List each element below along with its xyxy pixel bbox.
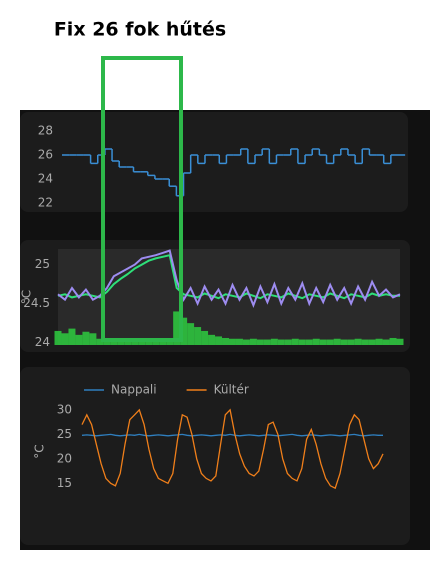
panel [20,367,410,545]
area-bar [340,339,348,345]
area-bar [305,339,313,345]
line [81,433,383,437]
area-bar [68,328,76,345]
legend-label: Nappali [111,383,157,397]
area-bar [96,338,104,345]
annotation: Fix 26 fok hűtés [54,19,226,41]
area-bar [361,339,369,345]
plots: 22 24 26 28 24 24.5 25 °C 15 20 25 30 °C Nappali Külté… [20,124,406,490]
y-tick-label: 25 [35,257,50,271]
area-bar [249,338,257,345]
area-bar [208,334,216,345]
area-bar [145,340,153,345]
legend-label: Kültér [214,383,249,397]
area-bar [138,340,146,345]
area-bar [270,338,278,345]
area-bar [61,333,69,345]
area-bar [242,339,250,345]
area-bar [382,339,390,345]
y-tick-label: 25 [57,427,72,441]
panel [20,112,408,212]
y-tick-label: 26 [38,148,53,162]
y-tick-label: 24 [38,172,53,186]
y-tick-label: 20 [57,451,72,465]
y-tick-label: 24 [35,335,50,349]
area-bar [347,339,355,345]
y-tick-label: 24.5 [23,296,50,310]
area-bar [152,340,160,345]
area-bar [368,339,376,345]
area-bar [298,339,306,345]
area-bar [89,333,97,345]
area-bar [54,330,62,345]
area-bar [173,311,181,345]
area-bar [110,340,118,345]
area-bar [277,339,285,345]
area-bar [103,339,111,345]
highlight-box [101,56,183,342]
area-bar [375,338,383,345]
area-bar [124,340,132,345]
area-bar [222,337,229,345]
area-bar [215,336,223,345]
area-bar [256,339,264,345]
area-bar [235,338,243,345]
area-bar [291,338,299,345]
y-axis-label: °C [20,290,34,304]
y-tick-label: 15 [57,476,72,490]
area-bar [201,330,209,345]
y-tick-label: 30 [57,402,72,416]
line [81,408,384,490]
area-bar [389,337,397,345]
area-bar [326,339,334,345]
area-bar [263,339,271,345]
area-bar [284,339,292,345]
area-bar [194,327,202,345]
area-bar [354,338,362,345]
area-bar [319,339,327,345]
area-bar [187,323,195,345]
area-bar [131,340,139,345]
line [57,249,401,308]
y-axis-label: °C [33,444,47,458]
area-bar [312,338,320,345]
y-tick-label: 28 [38,124,53,138]
area-bar [82,331,90,345]
area-bar [159,340,167,345]
area-bar [166,340,174,345]
y-tick-label: 22 [38,196,53,210]
area-bar [180,317,188,345]
area-bar [75,334,83,345]
area-bar [333,338,341,345]
area-bar [117,340,125,345]
area-bar [229,338,236,345]
area-bar [396,338,404,345]
